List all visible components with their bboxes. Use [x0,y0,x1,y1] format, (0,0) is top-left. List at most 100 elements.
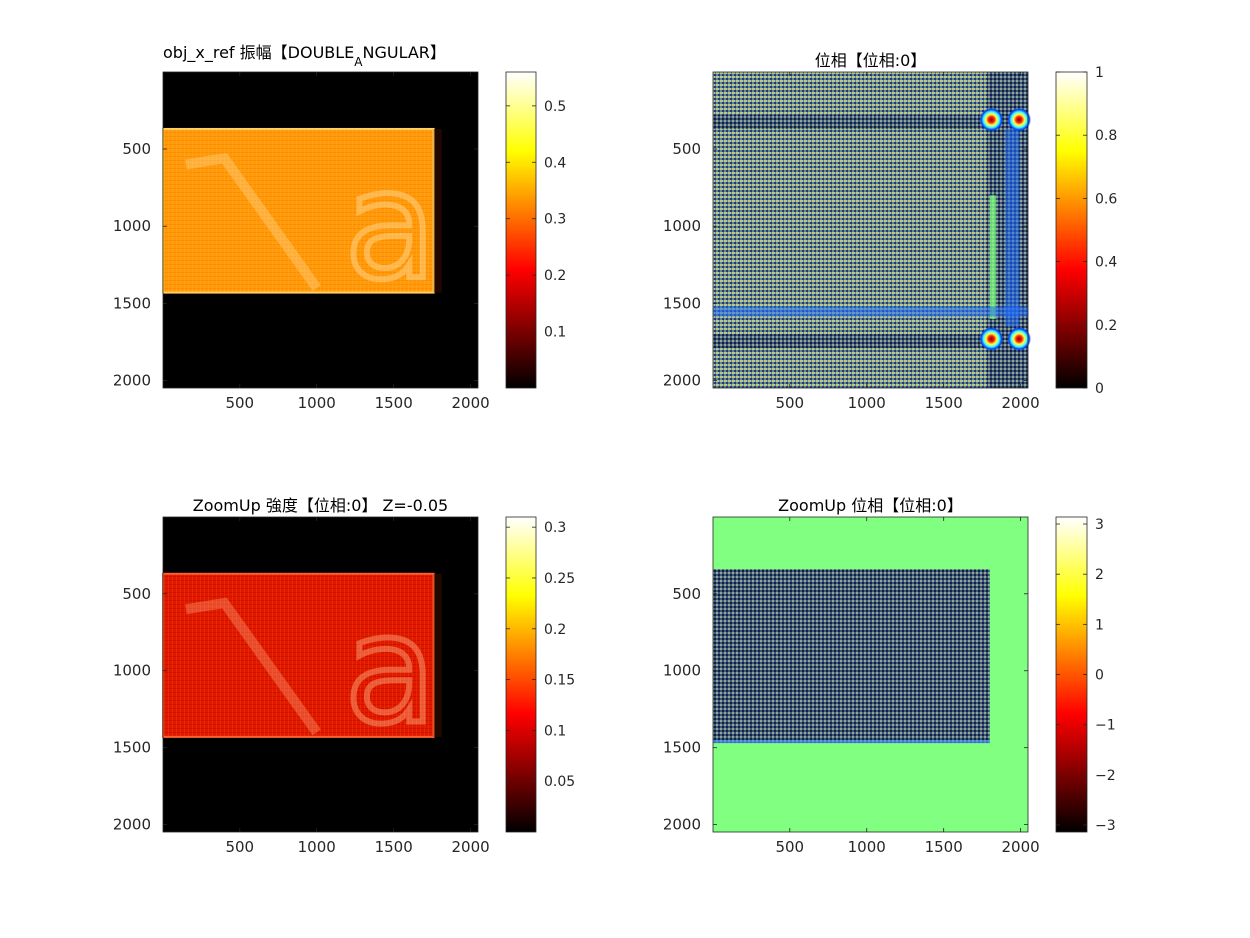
colorbar-tick-label: 0.05 [544,774,575,790]
green-edge [989,195,996,319]
axis-ticks: 500 1000 1500 2000 500 1000 1500 2000 [663,72,1040,412]
object-pattern [185,152,321,291]
object-letter: a [344,139,436,313]
panel-p2: 500 1000 1500 2000500100015002000位相【位相:0】00… [663,51,1118,412]
y-tick-label: 1000 [113,662,151,680]
y-tick-label: 1500 [663,294,701,312]
x-tick-label: 500 [225,838,254,856]
colorbar-tick-label: −1 [1095,718,1116,734]
colorbar-tick-label: −3 [1095,818,1116,834]
x-tick-label: 500 [775,838,804,856]
axis-ticks: 500 1000 1500 2000 500 1000 1500 2000 [113,517,490,856]
y-tick-label: 2000 [113,372,151,390]
y-tick-label: 500 [672,140,701,158]
ring-feature-2 [1007,107,1032,132]
colorbar-gradient [1056,72,1087,388]
diagonal-feature [185,152,321,291]
ring-feature-4 [1007,326,1032,351]
y-tick-label: 1500 [113,294,151,312]
colorbar-tick-label: 0.2 [544,622,566,638]
diagonal-feature [185,597,321,736]
y-tick-label: 1500 [663,739,701,757]
axis-ticks: 500 1000 1500 2000 500 1000 1500 2000 [113,72,490,412]
colorbar-tick-label: 0.15 [544,673,575,689]
x-tick-label: 1500 [375,838,413,856]
horizontal-band [713,334,1028,349]
chart-title: ZoomUp 位相【位相:0】 [778,496,963,515]
colorbar-box [505,71,537,389]
colorbar-tick-label: −2 [1095,768,1116,784]
panel-p1: a 500 1000 1500 2000 500 1000 1500 2000 obj_x_ref… [113,43,567,412]
colorbar-p2: 0 0.2 0.4 0.6 0.8 1 [1055,65,1117,397]
horizontal-band-top [713,115,1028,130]
colorbar-tick-label: 0.8 [1095,128,1117,144]
region-halo [433,128,442,293]
colorbar-tick-label: 3 [1095,517,1104,533]
blue-edge-h [713,306,1028,317]
colorbar-tick-label: 0 [1095,381,1104,397]
x-tick-label: 1500 [925,394,963,412]
colorbar-tick-label: 0.3 [544,520,566,536]
ring-feature-1 [979,107,1004,132]
y-tick-label: 1000 [663,662,701,680]
colorbar-tick-label: 0.4 [1095,255,1117,271]
x-tick-label: 1500 [925,838,963,856]
x-tick-label: 1000 [298,838,336,856]
region-halo [433,573,442,737]
region-bottom-edge [713,740,990,744]
amplitude-region [163,573,434,737]
y-tick-label: 1500 [113,739,151,757]
phase-region [713,569,990,744]
colorbar-gradient [1056,517,1087,832]
x-tick-label: 500 [775,394,804,412]
colorbar-tick-label: 0.2 [1095,318,1117,334]
colorbar-tick-label: 1 [1095,65,1104,81]
colorbar-tick-label: 0.2 [544,268,566,284]
y-tick-label: 2000 [113,816,151,834]
x-tick-label: 2000 [1002,394,1040,412]
chart-title: obj_x_ref 振幅【DOUBLEANGULAR】 [163,43,446,69]
axes-box [162,516,479,833]
x-tick-label: 1000 [848,838,886,856]
colorbar-p1: 0.1 0.2 0.3 0.4 0.5 [505,71,566,389]
object-letter: a [344,584,436,758]
colorbar-tick-label: 2 [1095,567,1104,583]
panel-p4: 500 1000 1500 2000 500 1000 1500 2000 ZoomUp 位相【… [663,496,1116,856]
colorbar-tick-label: 0.25 [544,571,575,587]
colorbar-p4: −3 −2 −1 0 1 2 3 [1055,516,1116,834]
chart-title: ZoomUp 強度【位相:0】 Z=-0.05 [193,496,449,515]
y-tick-label: 2000 [663,372,701,390]
x-tick-label: 2000 [452,838,490,856]
image-p1: a [162,72,478,388]
y-tick-label: 500 [122,585,151,603]
y-tick-label: 500 [122,140,151,158]
x-tick-label: 1500 [375,394,413,412]
x-tick-label: 500 [225,394,254,412]
colorbar-tick-label: 0.5 [544,99,566,115]
colorbar-p3: 0.05 0.1 0.15 0.2 0.25 0.3 [505,516,575,833]
axes-box [712,516,1029,833]
colorbar-gradient [506,72,536,388]
axes-box [162,71,479,389]
y-tick-label: 500 [672,585,701,603]
x-tick-label: 2000 [1002,838,1040,856]
colorbar-tick-label: 0.6 [1095,191,1117,207]
colorbar-tick-label: 0.1 [544,723,566,739]
axis-ticks: 500 1000 1500 2000 500 1000 1500 2000 [663,517,1040,856]
y-tick-label: 2000 [663,816,701,834]
colorbar-tick-label: 0.1 [544,325,566,341]
x-tick-label: 2000 [452,394,490,412]
colorbar-tick-label: 1 [1095,617,1104,633]
colorbar-tick-label: 0 [1095,668,1104,684]
ring-feature-3 [979,326,1004,351]
x-tick-label: 1000 [298,394,336,412]
colorbar-box [1055,71,1088,389]
colorbar-tick-label: 0.3 [544,212,566,228]
colorbar-tick-label: 0.4 [544,155,566,171]
blue-edge-v [1005,118,1020,327]
amplitude-region [163,128,434,293]
colorbar-gradient [506,517,536,832]
y-tick-label: 1000 [113,217,151,235]
colorbar-box [505,516,537,833]
